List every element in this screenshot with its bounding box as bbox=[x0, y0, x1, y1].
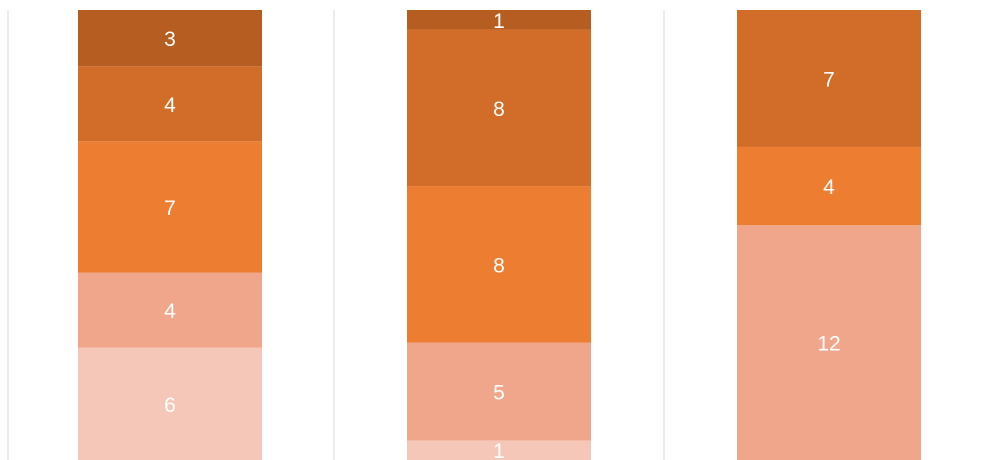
data-label: 4 bbox=[164, 300, 176, 323]
data-label: 1 bbox=[493, 10, 505, 33]
data-label: 8 bbox=[493, 98, 505, 121]
bar-segment bbox=[78, 10, 262, 67]
data-label: 4 bbox=[164, 94, 176, 117]
bar-segment bbox=[407, 342, 591, 441]
data-labels: 6 4 7 4 3 1 5 8 8 1 12 4 7 bbox=[164, 10, 841, 460]
data-label: 12 bbox=[817, 333, 840, 356]
bar-segment bbox=[737, 10, 921, 147]
bar-stacks bbox=[78, 10, 921, 460]
bar-segment bbox=[407, 10, 591, 30]
data-label: 4 bbox=[823, 176, 835, 199]
category-dividers bbox=[7, 10, 665, 460]
bar-segment bbox=[737, 146, 921, 226]
bar-segment bbox=[407, 186, 591, 343]
data-label: 5 bbox=[493, 382, 505, 405]
data-label: 3 bbox=[164, 28, 176, 51]
bar-segment bbox=[407, 29, 591, 187]
bar-segment bbox=[78, 347, 262, 460]
bar-segment bbox=[407, 440, 591, 460]
data-label: 7 bbox=[823, 68, 835, 91]
bar-segment bbox=[78, 141, 262, 273]
data-label: 6 bbox=[164, 394, 176, 417]
data-label: 1 bbox=[493, 440, 505, 460]
bar-segment bbox=[78, 272, 262, 348]
data-label: 7 bbox=[164, 197, 176, 220]
bar-segment bbox=[737, 225, 921, 460]
bar-segment bbox=[78, 66, 262, 142]
data-label: 8 bbox=[493, 254, 505, 277]
